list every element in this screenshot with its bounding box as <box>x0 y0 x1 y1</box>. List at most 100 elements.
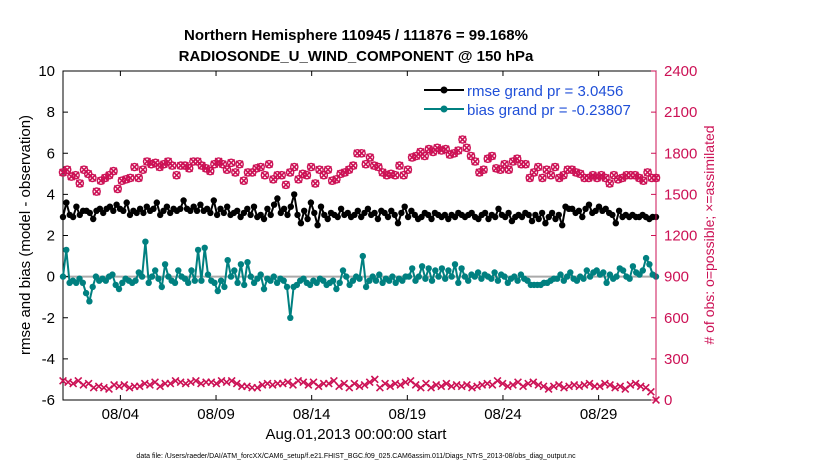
obs-assimilated-marker <box>588 171 597 180</box>
obs-assimilated-marker <box>437 382 446 391</box>
obs-possible-marker <box>550 162 560 172</box>
obs-possible-marker <box>218 159 228 169</box>
obs-assimilated-marker <box>71 171 80 180</box>
obs-assimilated-marker <box>307 163 316 171</box>
obs-assimilated-marker <box>206 167 215 176</box>
bias-marker <box>356 275 363 282</box>
obs-assimilated-marker <box>145 380 154 389</box>
obs-assimilated-marker <box>646 387 655 396</box>
obs-assimilated-marker <box>479 165 488 174</box>
rmse-marker <box>123 199 130 206</box>
obs-assimilated-marker <box>126 173 135 182</box>
rmse-marker <box>324 215 331 223</box>
bias-marker <box>79 279 87 286</box>
obs-possible-marker <box>479 165 488 174</box>
obs-possible-marker <box>109 166 118 176</box>
obs-assimilated-marker <box>471 157 480 166</box>
series-obs-assimilated <box>59 135 660 404</box>
obs-assimilated-marker <box>75 179 84 188</box>
rmse-marker <box>555 211 562 219</box>
bias-marker <box>109 271 116 278</box>
obs-possible-marker <box>487 151 497 161</box>
x-tick-label: 08/29 <box>580 406 618 423</box>
obs-assimilated-marker <box>551 163 560 171</box>
rmse-marker <box>384 213 392 221</box>
rmse-marker <box>284 211 291 219</box>
bias-marker <box>247 273 254 280</box>
obs-assimilated-marker <box>539 382 548 391</box>
bias-marker <box>145 279 152 286</box>
series-bias <box>59 238 660 321</box>
bias-marker <box>63 246 70 254</box>
bias-marker <box>280 277 287 284</box>
rmse-marker <box>197 201 204 208</box>
y-axis-label-left: rmse and bias (model - observation) <box>17 115 34 355</box>
obs-possible-marker <box>470 157 480 166</box>
obs-possible-marker <box>462 143 472 153</box>
y-tick-label-left: 2 <box>47 228 55 245</box>
rmse-marker <box>334 213 341 221</box>
plot-area <box>62 70 657 401</box>
bias-marker <box>211 279 218 286</box>
obs-assimilated-marker <box>135 382 144 391</box>
obs-possible-marker <box>281 180 291 190</box>
obs-assimilated-marker <box>172 171 181 180</box>
obs-possible-marker <box>235 159 244 169</box>
bias-marker <box>155 275 162 282</box>
rmse-marker <box>492 213 499 221</box>
obs-assimilated-marker <box>227 158 236 167</box>
obs-assimilated-marker <box>475 168 484 177</box>
obs-assimilated-marker <box>340 168 349 177</box>
obs-assimilated-marker <box>210 160 219 169</box>
legend-rmse-label: rmse grand pr = 3.0456 <box>467 83 623 100</box>
bias-marker <box>185 279 192 286</box>
chart-title-line-1: Northern Hemisphere 110945 / 111876 = 99… <box>184 27 528 44</box>
obs-possible-marker <box>500 159 509 169</box>
obs-assimilated-marker <box>427 383 436 392</box>
rmse-marker <box>213 211 221 219</box>
x-axis-label: Aug.01,2013 00:00:00 start <box>266 426 448 443</box>
obs-assimilated-marker <box>101 173 110 182</box>
bias-marker <box>359 252 366 260</box>
bias-marker <box>613 273 620 280</box>
bias-marker <box>494 277 502 284</box>
obs-assimilated-marker <box>239 176 248 185</box>
y-tick-label-right: 1800 <box>664 145 697 162</box>
bias-marker <box>422 275 429 282</box>
obs-assimilated-marker <box>202 164 210 173</box>
bias-marker <box>148 273 156 280</box>
obs-assimilated-marker <box>214 157 223 166</box>
obs-assimilated-marker <box>424 145 433 154</box>
bias-marker <box>270 273 277 280</box>
bias-marker <box>237 261 245 268</box>
obs-assimilated-marker <box>130 163 139 171</box>
obs-assimilated-marker <box>584 173 593 182</box>
legend-bias-marker <box>440 105 448 113</box>
obs-possible-marker <box>172 170 181 180</box>
obs-assimilated-marker <box>290 163 299 171</box>
rmse-marker <box>374 215 382 223</box>
legend-bias-label: bias grand pr = -0.23807 <box>467 102 631 119</box>
bias-marker <box>158 283 165 291</box>
obs-assimilated-marker <box>311 179 320 188</box>
bias-marker <box>260 285 268 293</box>
right-axis-ticks: 0 300 600 900 1200 1500 1800 2100 2400 <box>651 63 697 409</box>
rmse-marker <box>314 222 321 229</box>
bias-marker <box>234 279 241 286</box>
rmse-marker <box>404 213 412 221</box>
bias-marker <box>171 279 179 286</box>
obs-assimilated-marker <box>166 379 175 388</box>
rmse-marker <box>86 209 94 217</box>
bias-marker <box>362 283 370 291</box>
obs-assimilated-marker <box>302 171 311 180</box>
obs-assimilated-marker <box>544 385 553 393</box>
obs-assimilated-marker <box>504 165 513 174</box>
obs-possible-marker <box>88 173 97 183</box>
rmse-marker <box>120 207 127 214</box>
rmse-marker <box>244 205 251 212</box>
obs-assimilated-marker <box>283 378 292 387</box>
bias-marker <box>514 277 521 284</box>
bias-marker <box>138 273 146 280</box>
obs-possible-marker <box>75 179 85 188</box>
obs-assimilated-marker <box>462 380 471 389</box>
